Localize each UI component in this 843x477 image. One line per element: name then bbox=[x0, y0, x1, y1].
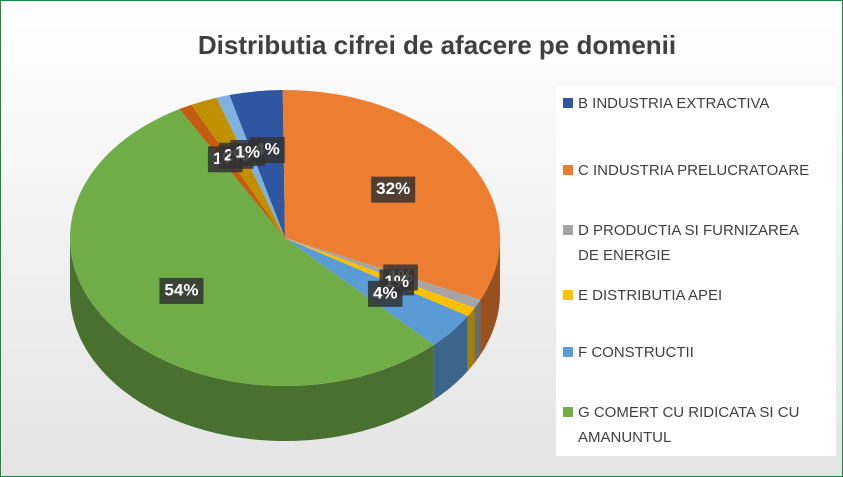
legend-label: E DISTRIBUTIA APEI bbox=[578, 287, 722, 304]
data-label: 4% bbox=[367, 280, 403, 307]
legend-box bbox=[556, 86, 836, 456]
data-label-box bbox=[159, 277, 204, 304]
legend-line: G COMERT CU RIDICATA SI CU bbox=[578, 404, 799, 421]
data-label: 32% bbox=[371, 176, 416, 203]
legend-label: C INDUSTRIA PRELUCRATOARE bbox=[578, 162, 809, 179]
legend-label: B INDUSTRIA EXTRACTIVA bbox=[578, 95, 769, 112]
legend-swatch bbox=[563, 407, 573, 417]
data-label-text: 32% bbox=[376, 179, 410, 198]
data-label-box bbox=[367, 280, 403, 307]
legend-label: G COMERT CU RIDICATA SI CU AMANUNTUL bbox=[578, 404, 799, 446]
data-label: 54% bbox=[159, 277, 204, 304]
pie-side bbox=[433, 315, 468, 400]
data-label-box bbox=[371, 176, 416, 203]
legend-line: DE ENERGIE bbox=[578, 247, 671, 264]
pie-side bbox=[474, 299, 481, 363]
chart-title: Distributia cifrei de afacere pe domenii bbox=[198, 30, 676, 60]
pie-side bbox=[480, 238, 500, 355]
legend-swatch bbox=[563, 98, 573, 108]
pie-side bbox=[467, 307, 475, 371]
legend-swatch bbox=[563, 347, 573, 357]
legend-swatch bbox=[563, 165, 573, 175]
data-label-text: 54% bbox=[164, 280, 198, 299]
pie-side bbox=[70, 238, 434, 441]
legend-swatch bbox=[563, 290, 573, 300]
data-label-text: 1% bbox=[235, 142, 260, 161]
data-label-box bbox=[230, 139, 266, 166]
data-label-text: 4% bbox=[373, 283, 398, 302]
pie-slice bbox=[70, 109, 434, 386]
data-label: 1% bbox=[230, 139, 266, 166]
legend-line: AMANUNTUL bbox=[578, 429, 671, 446]
legend-line: D PRODUCTIA SI FURNIZAREA bbox=[578, 222, 799, 239]
legend-label: D PRODUCTIA SI FURNIZAREA DE ENERGIE bbox=[578, 222, 799, 264]
legend-label: F CONSTRUCTII bbox=[578, 344, 694, 361]
legend-swatch bbox=[563, 225, 573, 235]
